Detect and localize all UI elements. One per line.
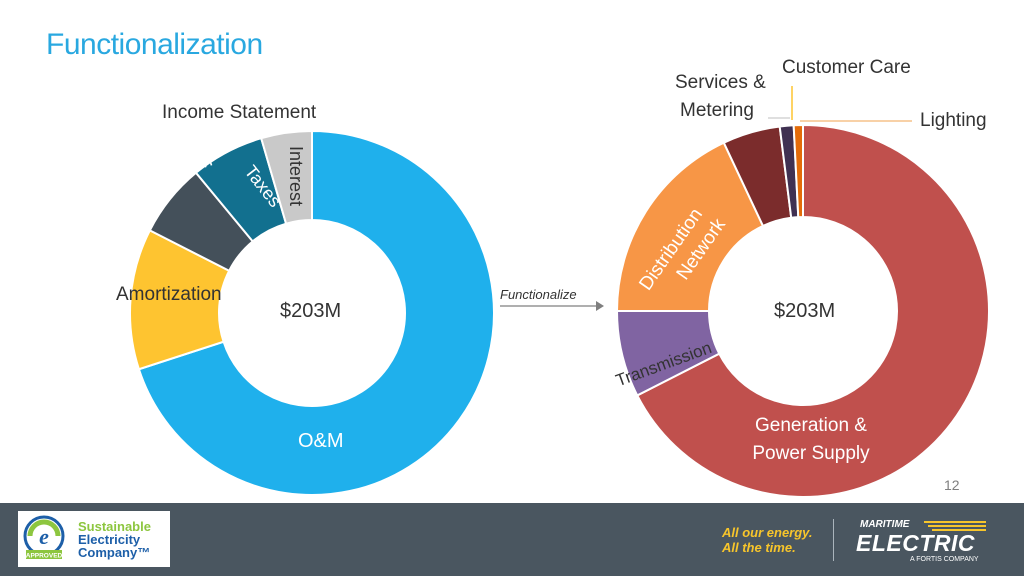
brand-top: MARITIME xyxy=(860,519,910,530)
svg-text:e: e xyxy=(39,524,49,549)
slice-label-amortization: Amortization xyxy=(116,284,222,305)
sustainable-electricity-logo: e APPROVED Sustainable Electricity Compa… xyxy=(18,511,170,567)
slice-label-metering: Metering xyxy=(680,100,754,121)
slice-label-customer-care: Customer Care xyxy=(782,57,911,78)
slice-lighting xyxy=(792,123,804,219)
maritime-electric-logo: MARITIME ELECTRIC A FORTIS COMPANY xyxy=(856,519,988,563)
tagline: All our energy. All the time. xyxy=(722,525,813,555)
center-label-right: $203M xyxy=(774,300,836,322)
slice-generation xyxy=(635,123,990,498)
sec-logo-line3: Company™ xyxy=(78,545,151,560)
slice-label-interest: Interest xyxy=(286,146,306,206)
tagline-line2: All the time. xyxy=(722,540,796,555)
slice-label-om: O&M xyxy=(298,430,344,452)
income-statement-donut xyxy=(129,129,495,496)
slice-interest xyxy=(259,129,313,225)
brand-main: ELECTRIC xyxy=(856,530,975,556)
slice-label-services: Services & xyxy=(675,72,766,93)
logo-stripes-icon xyxy=(924,521,986,531)
functionalize-arrowhead xyxy=(596,301,604,311)
page-title: Functionalization xyxy=(46,28,263,61)
functionalize-label: Functionalize xyxy=(500,287,577,302)
sec-logo-line2: Electricity xyxy=(78,532,141,547)
slice-om xyxy=(137,129,495,496)
brand-sub: A FORTIS COMPANY xyxy=(910,556,979,563)
footer-bar: e APPROVED Sustainable Electricity Compa… xyxy=(0,503,1024,576)
chart-title-income-statement: Income Statement xyxy=(162,102,317,123)
sec-logo-line1: Sustainable xyxy=(78,519,151,534)
svg-text:APPROVED: APPROVED xyxy=(26,553,63,560)
approved-badge-icon: e APPROVED xyxy=(23,515,65,560)
slice-label-power-supply: Power Supply xyxy=(752,443,870,464)
slice-distribution xyxy=(615,141,765,312)
page-number: 12 xyxy=(944,477,960,493)
slice-label-lighting: Lighting xyxy=(920,110,987,131)
functionalized-donut xyxy=(615,123,990,498)
center-label-left: $203M xyxy=(280,300,342,322)
charts-canvas: Return Taxes Interest O&M Distribution N… xyxy=(129,86,990,498)
tagline-line1: All our energy. xyxy=(722,525,813,540)
footer-divider xyxy=(833,519,834,561)
slice-label-generation: Generation & xyxy=(755,415,867,436)
